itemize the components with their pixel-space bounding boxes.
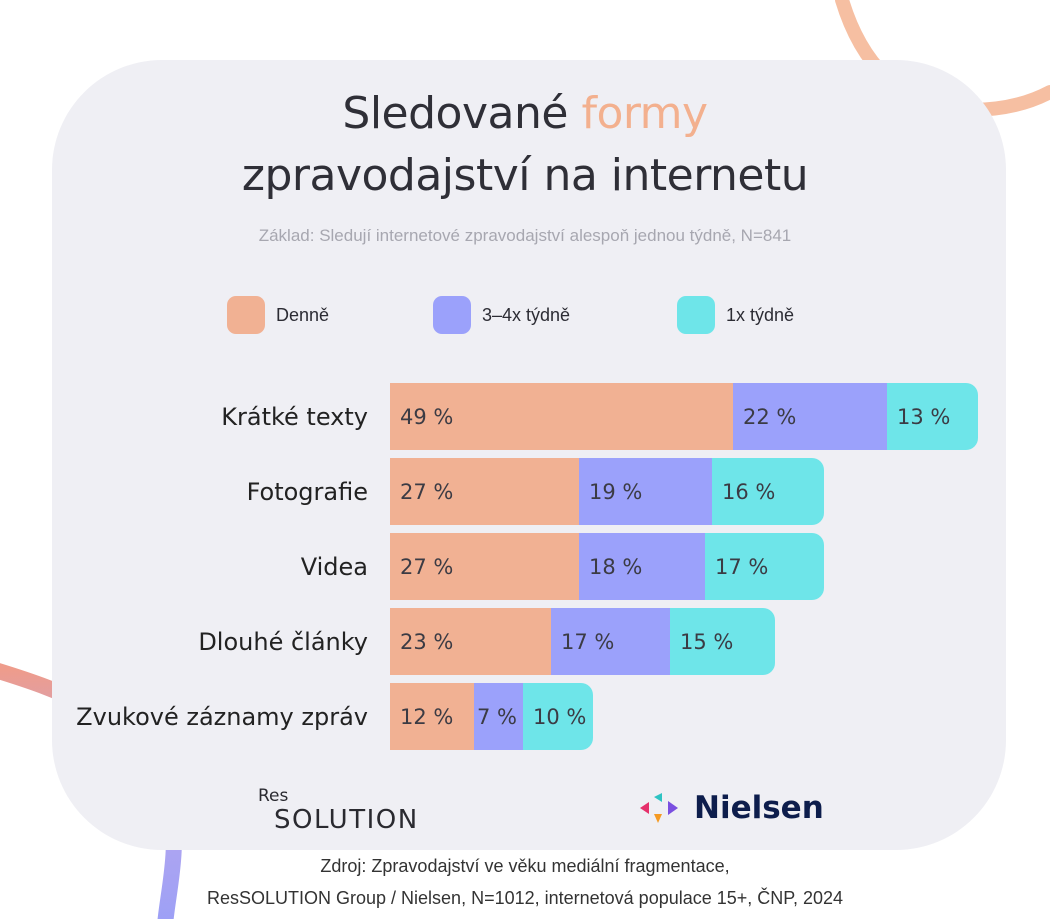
bar-segment: 15 % [670,608,775,675]
legend-item-1x: 1x týdně [677,296,794,334]
legend-label-1x: 1x týdně [726,304,795,325]
bar-segment: 27 % [390,533,579,600]
category-label: Fotografie [246,477,368,506]
bar-segment: 17 % [551,608,670,675]
bar-segment: 7 % [474,683,523,750]
bar-segment: 27 % [390,458,579,525]
legend-swatch-denne [227,296,265,334]
legend-label-3-4x: 3–4x týdně [482,304,571,325]
chart-subtitle: Základ: Sledují internetové zpravodajstv… [258,226,792,245]
category-label: Videa [300,552,368,581]
legend-swatch-3-4x [433,296,471,334]
nielsen-logo-text: Nielsen [694,790,824,826]
legend-item-3-4x: 3–4x týdně [433,296,570,334]
chart-title-line2: zpravodajství na internetu [241,150,809,201]
source-line-2: ResSOLUTION Group / Nielsen, N=1012, int… [206,888,844,908]
bar-segment: 16 % [712,458,824,525]
legend-swatch-1x [677,296,715,334]
bar-segment: 49 % [390,383,733,450]
title-accent: formy [581,88,708,139]
bar-segment: 23 % [390,608,551,675]
legend-label-denne: Denně [276,304,330,325]
ressolution-logo-small: Res [258,786,289,806]
chart-title-line1: Sledované formy [0,88,1050,139]
ressolution-logo: Res SOLUTION [258,787,419,835]
title-main: Sledované [342,88,568,139]
nielsen-mark-icon [640,793,678,823]
legend-item-denne: Denně [227,296,329,334]
bar-segment: 13 % [887,383,978,450]
bar-segment: 12 % [390,683,474,750]
bar-segment: 18 % [579,533,705,600]
nielsen-logo: Nielsen [640,786,824,830]
category-label: Krátké texty [221,402,368,431]
category-label: Dlouhé články [198,627,368,656]
ressolution-logo-big: SOLUTION [274,805,419,835]
category-label: Zvukové záznamy zpráv [76,702,368,731]
bar-segment: 19 % [579,458,712,525]
source-line-1: Zdroj: Zpravodajství ve věku mediální fr… [320,856,730,876]
bar-segment: 17 % [705,533,824,600]
bar-segment: 22 % [733,383,887,450]
bar-segment: 10 % [523,683,593,750]
